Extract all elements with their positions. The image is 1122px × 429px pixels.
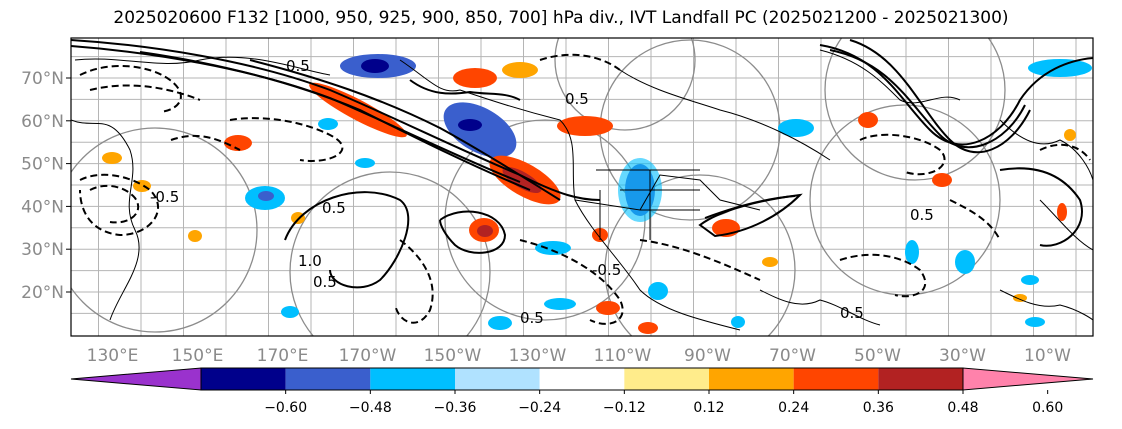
- colorbar-tick-label: 0.60: [1032, 400, 1063, 416]
- colorbar-tick-label: −0.48: [349, 400, 392, 416]
- colorbar-segment: [539, 368, 625, 390]
- longitude-label: 90°W: [684, 346, 731, 366]
- longitude-label: 50°W: [854, 346, 901, 366]
- colorbar-tick-label: 0.24: [778, 400, 809, 416]
- contour-label: 0.5: [322, 199, 346, 217]
- longitude-label: 110°W: [594, 346, 652, 366]
- colorbar-segment: [709, 368, 794, 390]
- map-frame: [70, 37, 1094, 337]
- contours-negative: [79, 53, 1091, 325]
- contour-label: 0.5: [313, 273, 337, 291]
- contour-label: -0.5: [150, 188, 179, 206]
- colorbar-segment: [878, 368, 963, 390]
- longitude-label: 70°W: [769, 346, 816, 366]
- colorbar-tick-label: −0.24: [518, 400, 561, 416]
- colorbar-segment: [285, 368, 371, 390]
- colorbar-segment: [624, 368, 709, 390]
- longitude-label: 150°W: [424, 346, 482, 366]
- longitude-label: 170°W: [339, 346, 397, 366]
- colorbar-segment: [455, 368, 540, 390]
- latitude-labels: 70°N 60°N 50°N 40°N 30°N 20°N: [21, 69, 71, 303]
- map-background: [71, 38, 1093, 336]
- contour-labels: 0.5 0.5 1.0 0.5 -0.5 0.5 0.5 0.5 0.5 -0.…: [150, 57, 934, 327]
- contour-label: 0.5: [910, 206, 934, 224]
- latitude-label: 30°N: [21, 240, 64, 260]
- colorbar: −0.60 −0.48 −0.36 −0.24 −0.12 0.12 0.24 0.36 0.4…: [70, 367, 1094, 416]
- contour-label: 0.5: [286, 57, 310, 75]
- colorbar-extend-high: [962, 367, 1094, 391]
- colorbar-tick-label: 0.12: [693, 400, 724, 416]
- longitude-label: 150°E: [172, 346, 224, 366]
- latitude-label: 70°N: [21, 69, 64, 89]
- longitude-label: 130°E: [87, 346, 139, 366]
- colorbar-extend-low: [70, 367, 202, 391]
- latitude-label: 40°N: [21, 197, 64, 217]
- latitude-label: 50°N: [21, 155, 64, 175]
- figure-title: 2025020600 F132 [1000, 950, 925, 900, 85…: [113, 8, 1009, 28]
- colorbar-segment: [370, 368, 455, 390]
- colorbar-tick-label: −0.36: [434, 400, 477, 416]
- contour-label: 0.5: [520, 309, 544, 327]
- latitude-label: 20°N: [21, 283, 64, 303]
- colorbar-segment: [201, 368, 286, 390]
- contour-label: 0.5: [840, 304, 864, 322]
- map-content: 0.5 0.5 1.0 0.5 -0.5 0.5 0.5 0.5 0.5 -0.…: [71, 38, 1093, 336]
- contours-positive: [71, 39, 1093, 289]
- colorbar-tick-label: 0.48: [947, 400, 978, 416]
- longitude-label: 10°W: [1024, 346, 1071, 366]
- contour-label: -0.5: [592, 261, 621, 279]
- contour-label: 1.0: [298, 252, 322, 270]
- colorbar-tick-label: 0.36: [863, 400, 894, 416]
- longitude-label: 130°W: [509, 346, 567, 366]
- colorbar-tick-label: −0.12: [603, 400, 646, 416]
- latitude-label: 60°N: [21, 112, 64, 132]
- longitude-labels: 130°E 150°E 170°E 170°W 150°W 130°W 110°W 90°W 7…: [87, 346, 1072, 366]
- colorbar-tick-label: −0.60: [264, 400, 307, 416]
- longitude-label: 30°W: [939, 346, 986, 366]
- graticule: [71, 38, 1093, 336]
- contour-label: 0.5: [565, 90, 589, 108]
- colorbar-segment: [793, 368, 879, 390]
- longitude-label: 170°E: [257, 346, 309, 366]
- coastlines: [71, 49, 1093, 331]
- divergence-shading: [102, 54, 1092, 334]
